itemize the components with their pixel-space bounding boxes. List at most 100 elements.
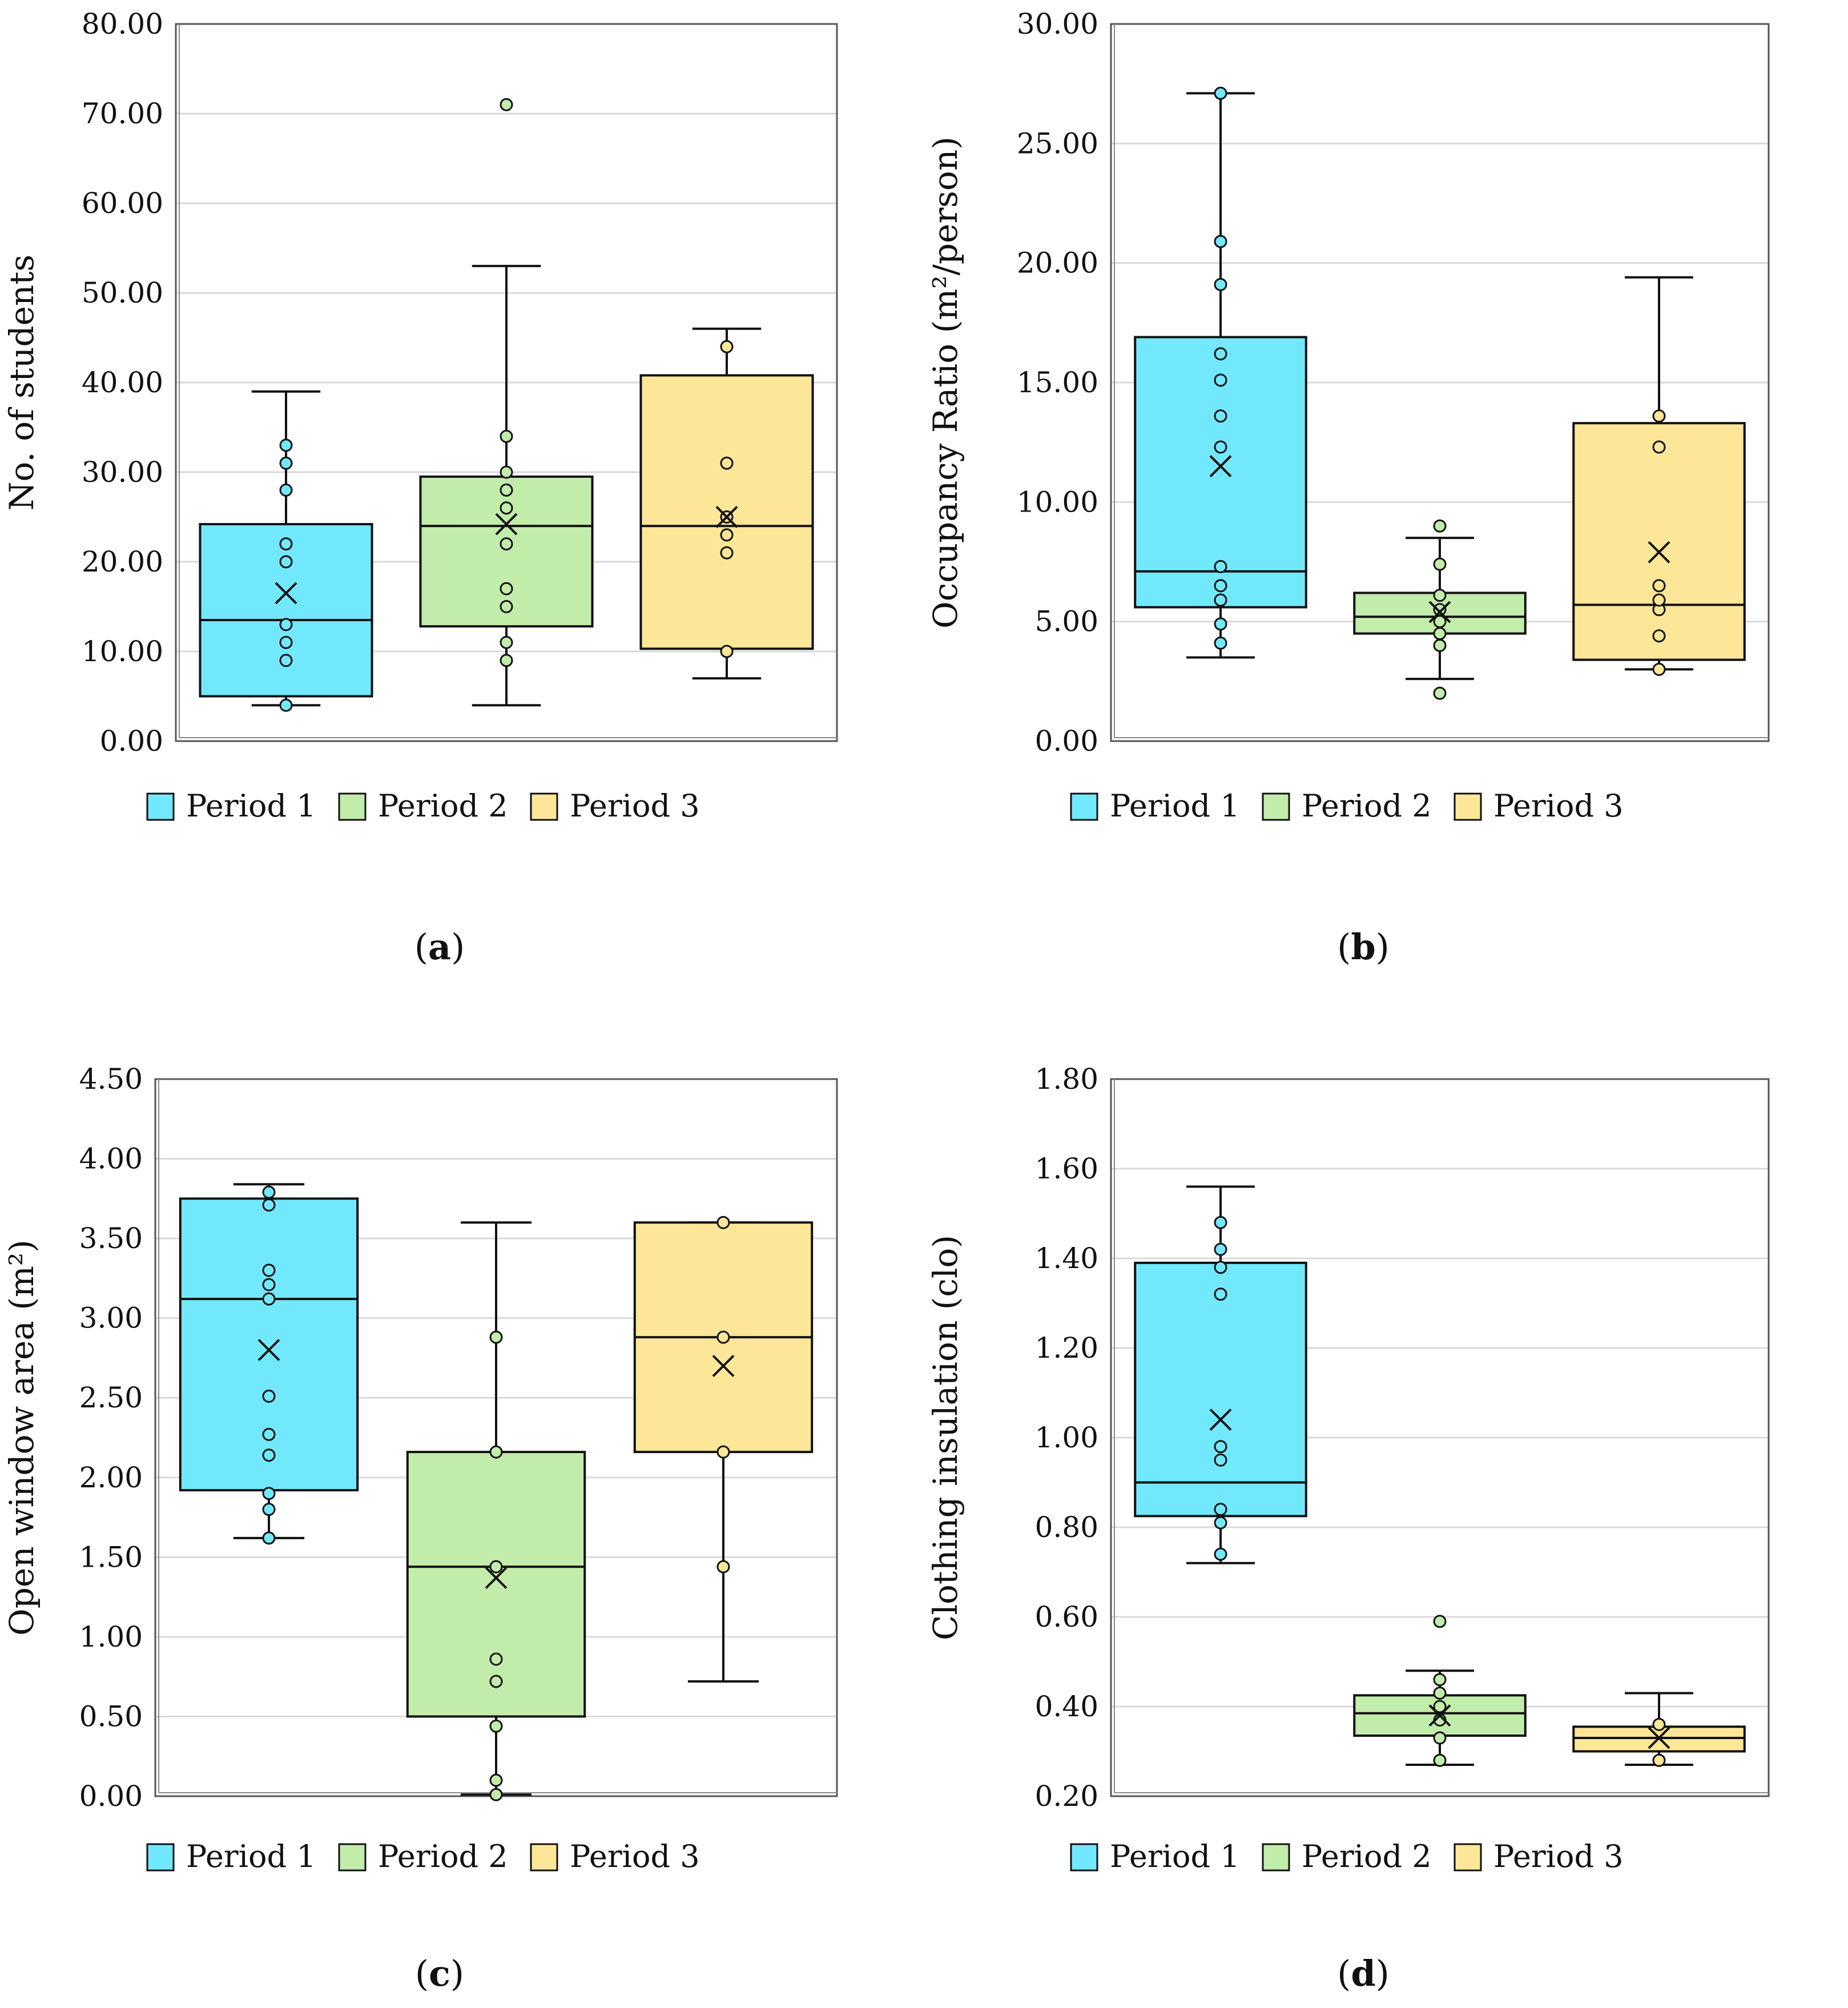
data-point	[1214, 579, 1227, 593]
y-tick-label: 40.00	[82, 366, 163, 399]
legend-label-3: Period 3	[570, 1838, 700, 1874]
mean-marker	[257, 1339, 280, 1361]
legend-swatch-1	[1070, 1843, 1098, 1872]
mean-marker-stroke	[1428, 601, 1451, 623]
data-point	[279, 555, 293, 569]
mean-marker-stroke	[1209, 1409, 1232, 1431]
data-point	[1214, 409, 1227, 423]
data-point	[262, 1487, 276, 1500]
caption-letter: c	[429, 1953, 450, 1994]
y-tick-label: 10.00	[82, 635, 163, 668]
chart-b-svg: 0.00 5.00 10.00 15.00 20.00 25.00 30.00 Occupan…	[926, 7, 1770, 968]
mean-marker-stroke	[1209, 455, 1232, 477]
y-tick-label: 70.00	[82, 97, 163, 130]
data-point	[1652, 579, 1666, 593]
caption-close-paren: )	[1376, 926, 1390, 968]
mean-marker	[1428, 1704, 1451, 1727]
mean-marker	[1428, 601, 1451, 623]
mean-marker	[1648, 541, 1670, 564]
data-point	[1214, 560, 1227, 573]
mean-marker-stroke	[1648, 541, 1670, 564]
caption-open-paren: (	[414, 926, 428, 968]
caption: (c)	[415, 1953, 464, 1994]
mean-marker	[715, 506, 738, 528]
data-point	[500, 483, 513, 497]
data-point	[279, 635, 293, 649]
mean-marker	[1209, 455, 1232, 477]
mean-marker-stroke	[1428, 1704, 1451, 1727]
y-tick-label: 50.00	[82, 276, 163, 309]
plot-frame	[175, 23, 838, 742]
data-point	[1652, 1753, 1666, 1767]
data-point	[1214, 1547, 1227, 1561]
y-tick-label: 20.00	[1017, 247, 1098, 280]
y-tick-label: 1.80	[1035, 1063, 1098, 1096]
legend-label-2: Period 2	[378, 788, 508, 824]
legend-swatch-2	[338, 1843, 367, 1872]
box-1	[199, 523, 373, 698]
caption-open-paren: (	[1337, 926, 1351, 968]
legend-label-3: Period 3	[1493, 1838, 1624, 1874]
caption-close-paren: )	[451, 926, 465, 968]
y-tick-label: 1.40	[1035, 1242, 1098, 1275]
data-point	[716, 1216, 730, 1229]
y-tick-label: 5.00	[1035, 605, 1098, 638]
y-tick-label: 60.00	[82, 187, 163, 220]
data-point	[1652, 593, 1666, 607]
data-point	[1652, 629, 1666, 643]
data-point	[500, 600, 513, 613]
data-point	[720, 645, 734, 658]
data-point	[1214, 235, 1227, 248]
data-point	[1214, 440, 1227, 454]
legend-swatch-2	[1262, 792, 1290, 821]
caption-close-paren: )	[1376, 1953, 1390, 1994]
y-tick-label: 3.50	[79, 1222, 143, 1255]
data-point	[1214, 373, 1227, 387]
mean-marker	[485, 1567, 508, 1590]
y-tick-label: 1.50	[79, 1540, 143, 1574]
y-tick-label: 0.40	[1035, 1690, 1098, 1723]
data-point	[262, 1278, 276, 1291]
caption: (d)	[1337, 1953, 1390, 1994]
y-tick-label: 2.00	[79, 1461, 143, 1494]
y-tick-label: 1.60	[1035, 1152, 1098, 1185]
data-point	[500, 98, 513, 111]
data-point	[1433, 1615, 1447, 1628]
chart-d-svg: 0.20 0.40 0.60 0.80 1.00 1.20 1.40 1.60 1.80 Clot…	[926, 1063, 1770, 1994]
y-tick-label: 2.50	[79, 1381, 143, 1414]
chart-a: 0.00 10.00 20.00 30.00 40.00 50.00 60.00 70.00 8…	[0, 0, 924, 1004]
data-point	[720, 456, 734, 470]
data-point	[1214, 86, 1227, 100]
legend-label-3: Period 3	[1493, 788, 1624, 824]
data-point	[720, 546, 734, 560]
y-tick-label: 0.00	[79, 1780, 143, 1813]
y-axis-label: Open window area (m²)	[2, 1240, 41, 1636]
data-point	[489, 1788, 503, 1801]
data-point	[1433, 1686, 1447, 1700]
data-point	[262, 1448, 276, 1462]
data-point	[1214, 1216, 1227, 1229]
y-tick-label: 0.80	[1035, 1511, 1098, 1544]
data-point	[1433, 589, 1447, 602]
plot-frame	[1110, 23, 1770, 742]
data-point	[279, 537, 293, 551]
box-1	[1134, 1261, 1307, 1518]
legend-label-3: Period 3	[570, 788, 700, 824]
y-tick-label: 0.50	[79, 1700, 143, 1733]
plot-frame	[1110, 1078, 1770, 1797]
caption-close-paren: )	[450, 1953, 464, 1994]
y-tick-label: 80.00	[82, 7, 163, 41]
data-point	[279, 438, 293, 452]
data-point	[720, 340, 734, 353]
data-point	[1433, 603, 1447, 617]
data-point	[500, 501, 513, 515]
data-point	[500, 654, 513, 667]
data-point	[1433, 639, 1447, 653]
data-point	[716, 1445, 730, 1459]
y-tick-label: 30.00	[1017, 7, 1098, 41]
data-point	[1214, 1503, 1227, 1516]
y-tick-label: 10.00	[1017, 485, 1098, 518]
data-point	[1433, 1673, 1447, 1687]
data-point	[489, 1560, 503, 1574]
y-tick-label: 25.00	[1017, 127, 1098, 160]
